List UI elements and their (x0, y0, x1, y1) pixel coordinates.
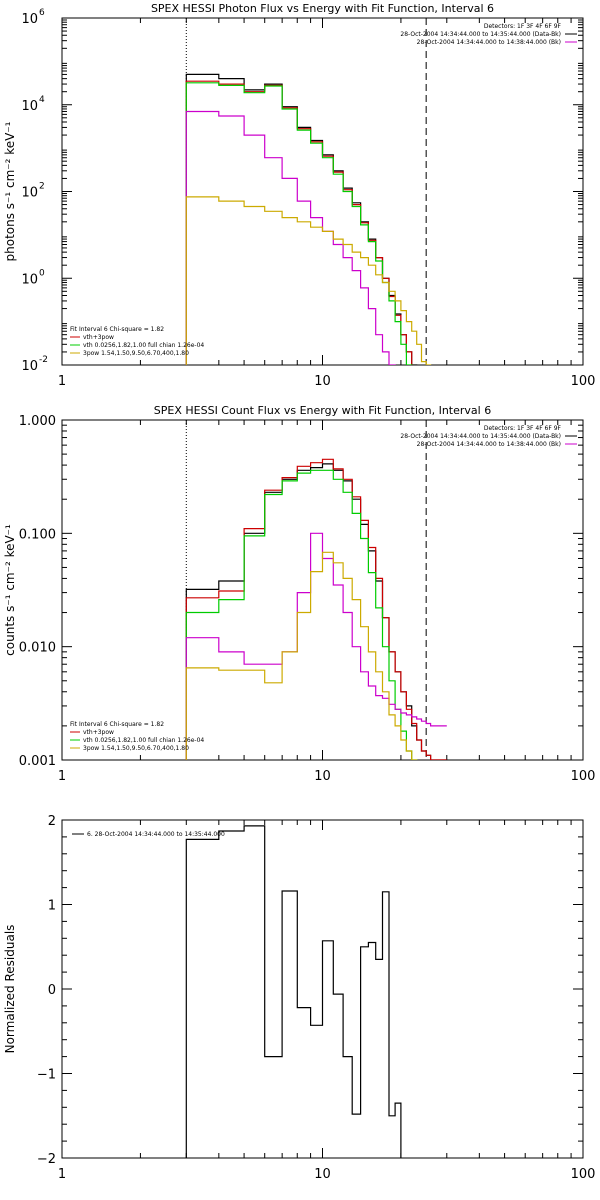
detector-info-line: 28-Oct-2004 14:34:44.000 to 14:38:44.000… (417, 441, 561, 448)
x-tick-label: 100 (571, 374, 596, 389)
x-tick-label: 1 (58, 1167, 66, 1182)
x-tick-label: 10 (314, 1167, 331, 1182)
y-tick-label-base: 10 (21, 12, 38, 27)
legend-header: Fit Interval 6 Chi-square = 1.82 (70, 326, 164, 333)
x-tick-label: 100 (571, 769, 596, 784)
detector-info-line: Detectors: 1F 3F 4F 6F 9F (484, 425, 562, 432)
chart-title: SPEX HESSI Photon Flux vs Energy with Fi… (151, 2, 494, 15)
y-tick-label-base: 10 (21, 359, 38, 374)
y-tick-label: 0.010 (19, 641, 56, 656)
photon-flux-panel: SPEX HESSI Photon Flux vs Energy with Fi… (3, 2, 595, 389)
histogram-series-2 (185, 469, 418, 760)
histogram-series-0 (185, 825, 402, 1158)
y-tick-label: 1.000 (19, 414, 56, 429)
series-group (185, 73, 432, 365)
y-tick-label: 1 (48, 899, 56, 914)
legend-header: Fit Interval 6 Chi-square = 1.82 (70, 721, 164, 728)
legend-entry: 6. 28-Oct-2004 14:34:44.000 to 14:35:44.… (87, 831, 225, 838)
y-tick-label-exponent: 6 (39, 8, 45, 18)
x-tick-label: 100 (571, 1167, 596, 1182)
residuals-panel: Normalized Residuals 1 10 100 −2 −1 0 1 2 6. 28-O… (3, 814, 595, 1182)
x-tick-label: 1 (58, 374, 66, 389)
y-tick-label-exponent: 2 (39, 182, 45, 192)
y-tick-label-exponent: 0 (39, 268, 45, 278)
histogram-series-2 (185, 82, 413, 365)
legend-entry: vth 0.0256,1.82,1.00 full chian 1.26e-04 (83, 737, 204, 744)
y-axis-label: Normalized Residuals (3, 925, 17, 1054)
histogram-series-1 (185, 458, 447, 760)
chart-title: SPEX HESSI Count Flux vs Energy with Fit… (154, 404, 491, 417)
histogram-series-0 (185, 463, 447, 760)
detector-info-line: 28-Oct-2004 14:34:44.000 to 14:35:44.000… (400, 31, 561, 38)
y-tick-label: 2 (48, 814, 56, 829)
y-tick-label: 0.100 (19, 527, 56, 542)
series-group (185, 825, 402, 1158)
y-tick-label: −2 (37, 1152, 56, 1167)
y-tick-label: −1 (37, 1068, 56, 1083)
plot-frame (61, 17, 584, 366)
y-axis-label: counts s⁻¹ cm⁻² keV⁻¹ (3, 524, 17, 656)
y-tick-label: 0 (48, 983, 56, 998)
y-tick-label-exponent: 4 (39, 95, 45, 105)
y-tick-label-base: 10 (21, 272, 38, 287)
y-tick-label-base: 10 (21, 186, 38, 201)
x-tick-label: 1 (58, 769, 66, 784)
count-flux-panel: SPEX HESSI Count Flux vs Energy with Fit… (3, 404, 595, 784)
legend-entry: vth+3pow (83, 729, 114, 736)
histogram-series-1 (185, 80, 413, 365)
x-tick-label: 10 (314, 769, 331, 784)
y-tick-label-base: 10 (21, 99, 38, 114)
legend-entry: 3pow 1.54,1.50,9.50,6.70,400,1.80 (83, 350, 189, 357)
x-tick-label: 10 (314, 374, 331, 389)
series-group (185, 458, 447, 760)
legend-entry: vth+3pow (83, 334, 114, 341)
legend-entry: vth 0.0256,1.82,1.00 full chian 1.26e-04 (83, 342, 204, 349)
detector-info-line: 28-Oct-2004 14:34:44.000 to 14:35:44.000… (400, 433, 561, 440)
y-tick-label: 0.001 (19, 754, 56, 769)
legend-entry: 3pow 1.54,1.50,9.50,6.70,400,1.80 (83, 745, 189, 752)
detector-info-line: 28-Oct-2004 14:34:44.000 to 14:38:44.000… (417, 39, 561, 46)
detector-info-line: Detectors: 1F 3F 4F 6F 9F (484, 23, 562, 30)
y-axis-label: photons s⁻¹ cm⁻² keV⁻¹ (3, 121, 17, 261)
histogram-series-3 (185, 110, 396, 365)
histogram-series-0 (185, 73, 418, 365)
histogram-series-4 (185, 196, 432, 365)
histogram-series-4 (185, 551, 418, 760)
plot-frame (61, 419, 584, 761)
y-tick-label-exponent: -2 (39, 355, 48, 365)
histogram-series-3 (185, 532, 447, 760)
